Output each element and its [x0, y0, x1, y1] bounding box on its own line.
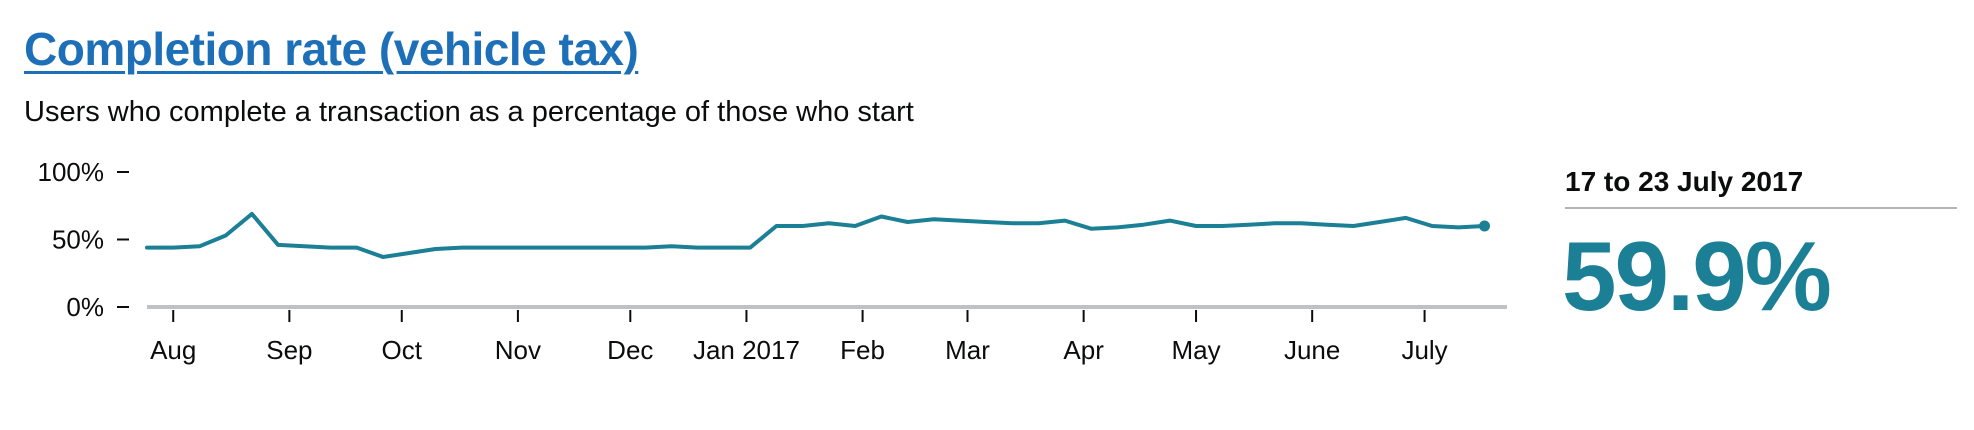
y-tick-label: 50%: [52, 225, 104, 255]
chart-title[interactable]: Completion rate (vehicle tax): [24, 23, 639, 75]
x-tick-label: Mar: [945, 335, 990, 365]
summary-period: 17 to 23 July 2017: [1565, 166, 1804, 197]
series-line: [145, 211, 1487, 259]
summary-divider: [1565, 207, 1957, 209]
x-tick-label: Dec: [607, 335, 653, 365]
x-tick-label: Feb: [840, 335, 885, 365]
x-tick-label: Oct: [382, 335, 423, 365]
x-tick-label: July: [1401, 335, 1447, 365]
x-tick-label: May: [1171, 335, 1220, 365]
completion-rate-chart: 0% 50% 100% Aug Sep Oct Nov Dec Jan 2017 Feb Mar Ap…: [38, 157, 1507, 365]
x-tick-label: Jan 2017: [693, 335, 800, 365]
summary-value: 59.9%: [1562, 221, 1832, 331]
y-tick-label: 100%: [38, 157, 105, 187]
x-tick-label: Sep: [266, 335, 312, 365]
x-tick-label: June: [1284, 335, 1340, 365]
x-tick-label: Apr: [1063, 335, 1104, 365]
x-tick-label: Aug: [150, 335, 196, 365]
x-tick-label: Nov: [495, 335, 541, 365]
last-data-point: [1479, 220, 1491, 232]
y-tick-label: 0%: [66, 292, 104, 322]
chart-subtitle: Users who complete a transaction as a pe…: [24, 96, 914, 128]
